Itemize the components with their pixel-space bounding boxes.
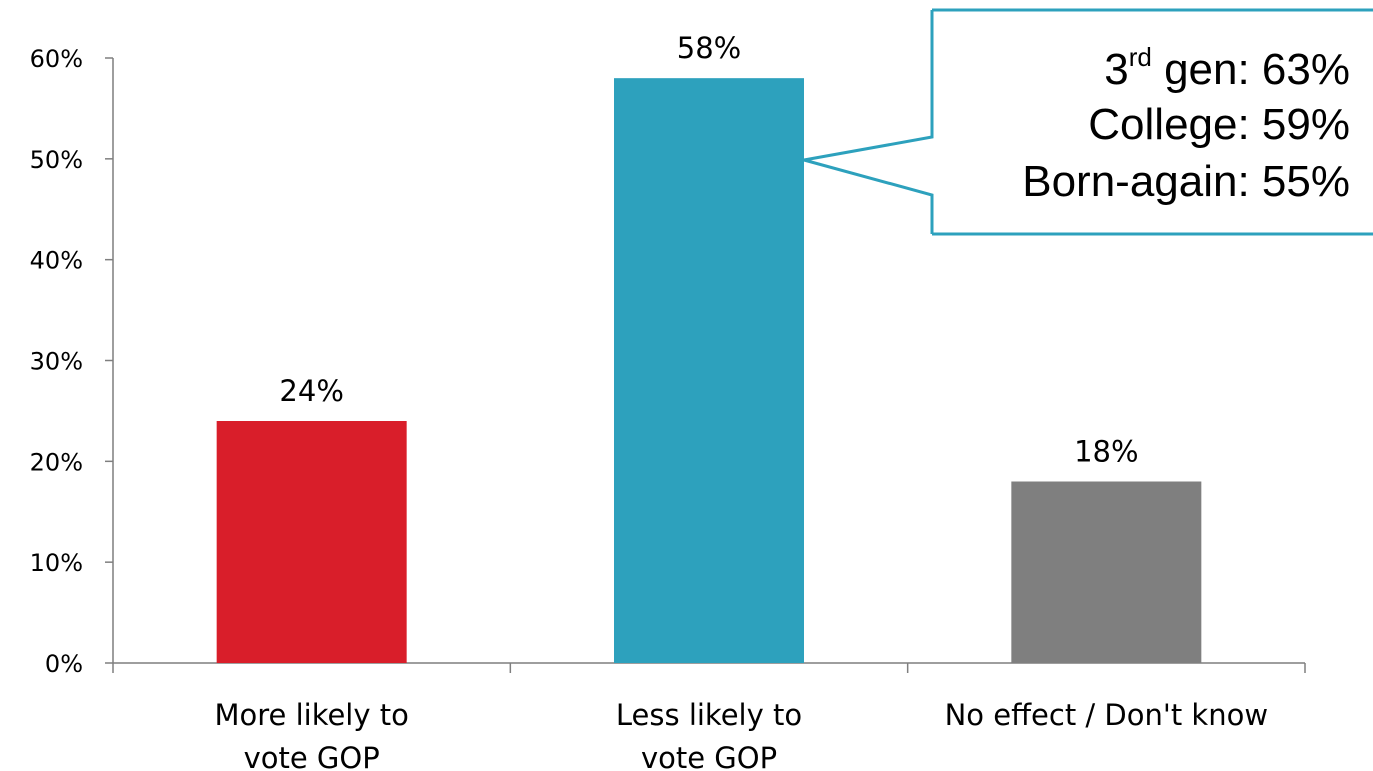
labels: 24% More likely to vote GOP 58% Less likely … (214, 31, 1268, 771)
data-label: 24% (279, 374, 343, 408)
x-tick-label: vote GOP (641, 741, 777, 771)
callout: 3rd gen: 63% College: 59% Born-again: 55% (803, 8, 1373, 236)
x-tick-label: vote GOP (244, 741, 380, 771)
callout-line: Born-again: 55% (1022, 157, 1350, 206)
bar (1011, 481, 1202, 663)
y-tick-label: 20% (30, 448, 83, 476)
bar (614, 78, 804, 663)
callout-superscript: rd (1129, 42, 1152, 72)
x-tick-label: Less likely to (616, 698, 802, 732)
x-tick-label: More likely to (214, 698, 408, 732)
data-label: 18% (1074, 435, 1138, 469)
y-tick-label: 0% (45, 650, 83, 678)
callout-border (803, 8, 1373, 236)
y-tick-label: 30% (30, 348, 83, 376)
data-label: 58% (677, 31, 741, 65)
bars (216, 78, 1202, 663)
y-tick-label: 60% (30, 45, 83, 73)
y-tick-label: 40% (30, 247, 83, 275)
x-tick-label: No effect / Don't know (945, 698, 1269, 732)
y-tick-label: 10% (30, 549, 83, 577)
axes: 0% 10% 20% 30% 40% 50% 60% (30, 45, 1306, 678)
y-tick-label: 50% (30, 146, 83, 174)
bar (216, 421, 407, 663)
callout-line: College: 59% (1088, 100, 1350, 149)
callout-line: 3rd gen: 63% (1104, 42, 1350, 94)
